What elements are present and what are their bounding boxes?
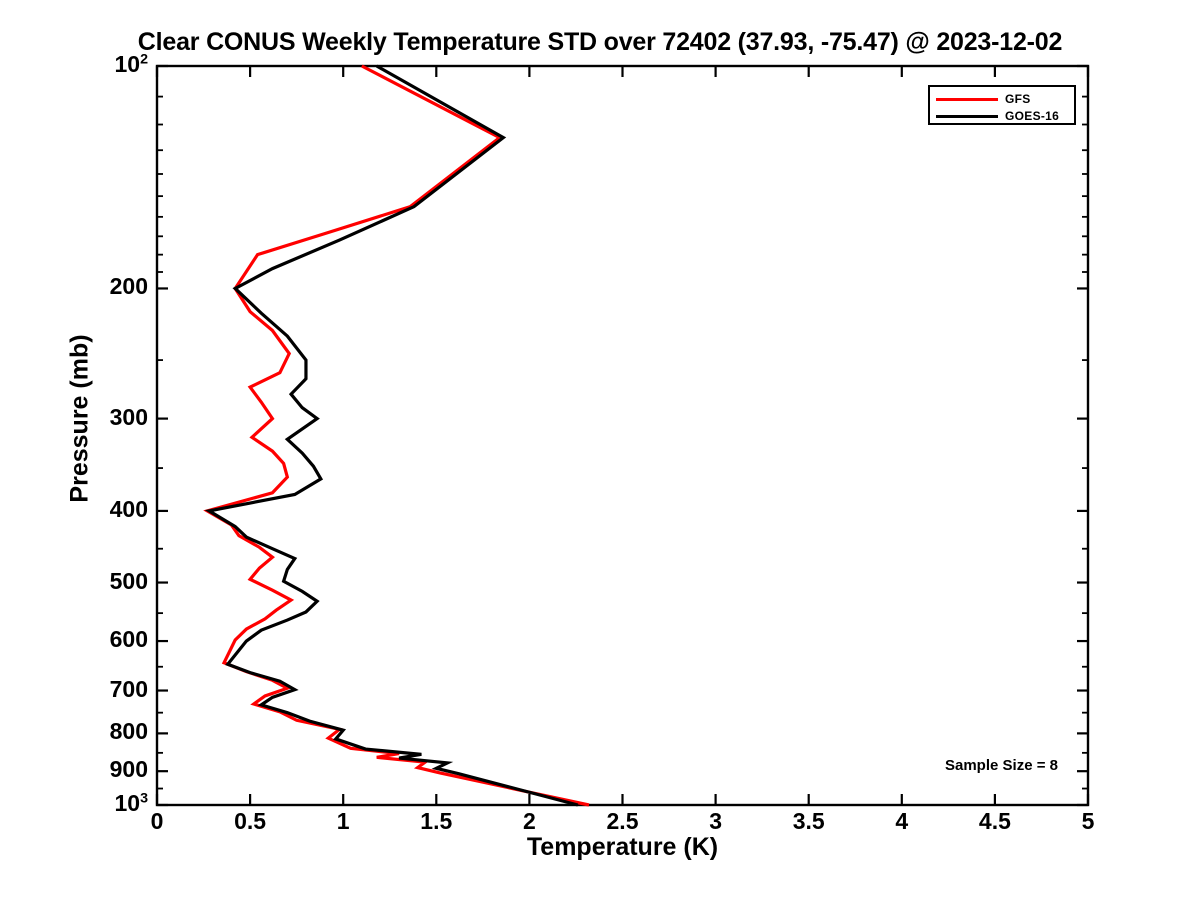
series-line-gfs: [203, 64, 590, 807]
chart-title: Clear CONUS Weekly Temperature STD over …: [137, 28, 1063, 56]
legend-swatch-goes16: [936, 114, 998, 118]
x-tick-label: 4: [895, 808, 909, 834]
y-tick-label: 800: [109, 718, 148, 745]
x-tick-label: 1: [336, 808, 350, 834]
y-tick-label: 600: [109, 626, 148, 653]
y-tick-label: 103: [114, 790, 148, 816]
chart-legend: GFS GOES-16: [928, 85, 1076, 125]
legend-label-gfs: GFS: [1005, 92, 1031, 106]
x-tick-label: 3: [709, 808, 722, 834]
x-tick-label: 1.5: [420, 808, 453, 834]
legend-entry-goes16: GOES-16: [936, 108, 1059, 124]
x-tick-label: 3.5: [792, 808, 825, 834]
x-tick-label: 0: [150, 808, 164, 834]
legend-swatch-gfs: [936, 97, 998, 101]
legend-label-goes16: GOES-16: [1005, 109, 1060, 123]
x-tick-label: 5: [1081, 808, 1095, 834]
y-tick-label: 200: [109, 273, 148, 300]
y-tick-label: 700: [109, 675, 148, 702]
y-tick-label: 500: [109, 567, 148, 594]
legend-entry-gfs: GFS: [936, 91, 1031, 107]
x-tick-label: 2: [522, 808, 536, 834]
x-axis-label: Temperature (K): [526, 833, 719, 861]
sample-size-annotation: Sample Size = 8: [945, 757, 1058, 774]
x-tick-label: 0.5: [234, 808, 267, 834]
y-tick-label: 400: [109, 495, 148, 522]
series-line-goes-16: [204, 64, 579, 807]
y-tick-label: 300: [109, 403, 148, 430]
y-tick-label: 900: [109, 756, 148, 783]
y-tick-label: 102: [114, 51, 148, 77]
x-tick-label: 2.5: [606, 808, 639, 834]
x-tick-label: 4.5: [978, 808, 1011, 834]
plot-frame: [155, 64, 1090, 807]
